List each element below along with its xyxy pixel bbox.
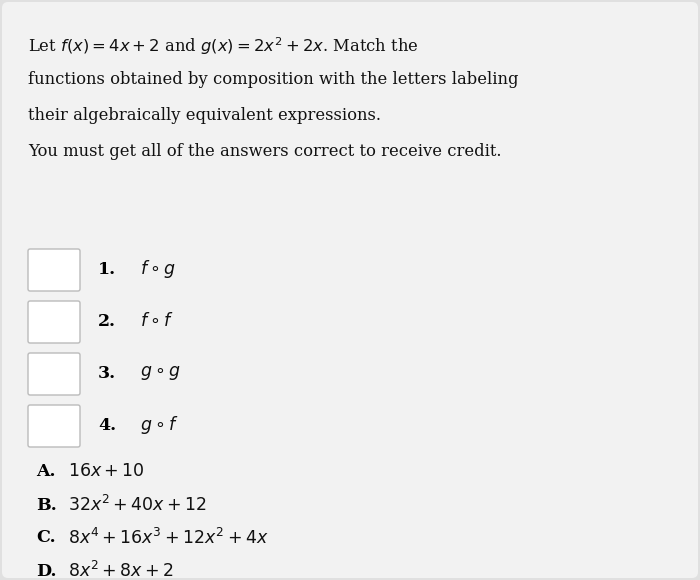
- Text: B.: B.: [36, 496, 57, 513]
- FancyBboxPatch shape: [28, 353, 80, 395]
- Text: their algebraically equivalent expressions.: their algebraically equivalent expressio…: [28, 107, 381, 124]
- Text: $16x + 10$: $16x + 10$: [68, 463, 145, 480]
- Text: A.: A.: [36, 463, 55, 480]
- FancyBboxPatch shape: [28, 249, 80, 291]
- Text: $f \circ g$: $f \circ g$: [140, 258, 176, 280]
- Text: $g \circ g$: $g \circ g$: [140, 364, 181, 382]
- Text: $f \circ f$: $f \circ f$: [140, 312, 174, 330]
- Text: 3.: 3.: [98, 364, 116, 382]
- Text: 1.: 1.: [98, 260, 116, 277]
- Text: C.: C.: [36, 530, 55, 546]
- Text: $g \circ f$: $g \circ f$: [140, 414, 179, 436]
- Text: 2.: 2.: [98, 313, 116, 329]
- Text: Let $f(x) = 4x + 2$ and $g(x) = 2x^2 + 2x$. Match the: Let $f(x) = 4x + 2$ and $g(x) = 2x^2 + 2…: [28, 35, 419, 57]
- Text: $8x^2 + 8x + 2$: $8x^2 + 8x + 2$: [68, 561, 174, 580]
- Text: 4.: 4.: [98, 416, 116, 433]
- FancyBboxPatch shape: [28, 301, 80, 343]
- Text: D.: D.: [36, 563, 57, 579]
- Text: You must get all of the answers correct to receive credit.: You must get all of the answers correct …: [28, 143, 501, 160]
- Text: functions obtained by composition with the letters labeling: functions obtained by composition with t…: [28, 71, 519, 88]
- Text: $8x^4 + 16x^3 + 12x^2 + 4x$: $8x^4 + 16x^3 + 12x^2 + 4x$: [68, 528, 269, 548]
- Text: $32x^2 + 40x + 12$: $32x^2 + 40x + 12$: [68, 495, 206, 515]
- FancyBboxPatch shape: [28, 405, 80, 447]
